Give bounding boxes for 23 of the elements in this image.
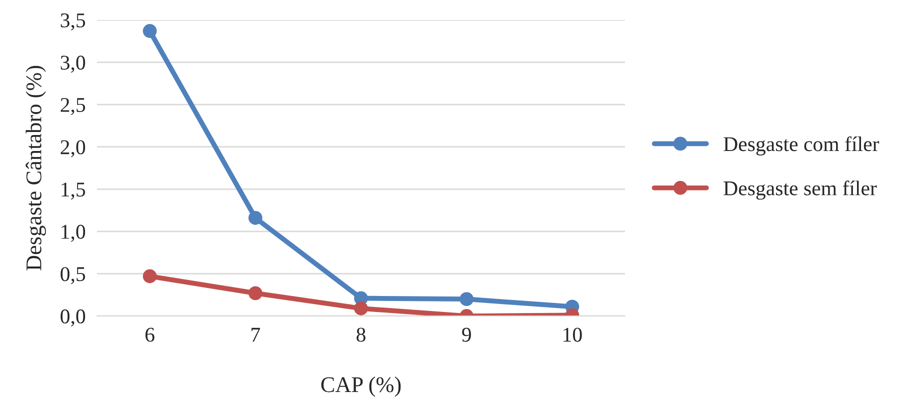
x-tick-label: 7 — [252, 328, 260, 342]
legend-label: Desgaste com fíler — [724, 136, 880, 156]
y-tick-label: 1,5 — [62, 182, 86, 200]
x-axis-title: CAP (%) — [321, 376, 401, 397]
point — [142, 24, 157, 38]
y-tick-label: 0,0 — [60, 309, 86, 326]
x-tick-label: 8 — [356, 328, 366, 342]
y-tick-label: 3,5 — [60, 13, 86, 30]
x-tick-label: 9 — [462, 328, 471, 342]
point — [142, 269, 157, 284]
legend-label: Desgaste sem fíler — [724, 180, 877, 200]
y-tick-label: 2,5 — [60, 98, 86, 116]
y-tick-label: 1,0 — [62, 224, 86, 242]
x-tick-label: 10 — [564, 328, 582, 342]
x-tick-label: 6 — [145, 328, 154, 342]
point — [354, 301, 368, 316]
point — [248, 210, 262, 225]
y-tick-label: 3,0 — [60, 56, 86, 73]
point — [460, 292, 474, 306]
y-axis-title: Desgaste Cântabro (%) — [26, 66, 46, 270]
y-tick-label: 2,0 — [60, 140, 86, 158]
point — [248, 286, 262, 300]
y-tick-label: 0,5 — [60, 267, 86, 284]
